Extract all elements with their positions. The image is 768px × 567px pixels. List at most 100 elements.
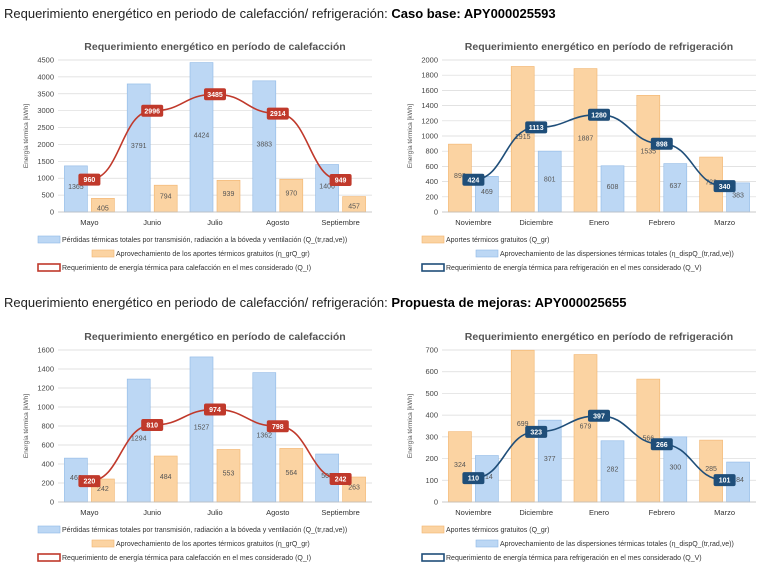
x-tick-label: Julio (207, 218, 222, 227)
bar-value-label: 184 (732, 477, 744, 484)
line-point-marker (266, 107, 289, 120)
bar-value-label: 282 (607, 466, 619, 473)
y-tick-label: 800 (425, 147, 438, 156)
line-value-label: 397 (593, 413, 605, 420)
y-tick-label: 3000 (37, 106, 54, 115)
chart-title: Requerimiento energético en período de r… (465, 41, 733, 53)
y-tick-label: 500 (41, 191, 54, 200)
line-value-label: 1113 (529, 125, 544, 132)
line-point-marker (78, 173, 101, 186)
x-tick-label: Marzo (714, 508, 735, 517)
y-tick-label: 4000 (37, 72, 54, 81)
bar-value-label: 377 (544, 456, 556, 463)
bar-value-label: 462 (70, 475, 82, 482)
legend-label: Requerimiento de energía térmica para ca… (62, 265, 311, 272)
line-value-label: 2996 (144, 108, 160, 115)
bar-value-label: 1406 (319, 183, 335, 190)
x-tick-label: Agosto (266, 218, 289, 227)
legend-swatch (475, 249, 499, 258)
y-tick-label: 600 (425, 162, 438, 171)
chart-title: Requerimiento energético en período de c… (84, 41, 345, 53)
bar-value-label: 1294 (131, 436, 147, 443)
y-tick-label: 1800 (421, 71, 438, 80)
line-point-marker (588, 108, 610, 121)
y-tick-label: 1000 (37, 174, 54, 183)
legend-label: Requerimiento de energía térmica para ca… (62, 555, 311, 562)
legend-swatch (37, 553, 61, 562)
legend-label: Pérdidas térmicas totales por transmisió… (62, 527, 347, 534)
bar-value-label: 300 (669, 464, 681, 471)
line-value-label: 340 (719, 184, 731, 191)
bar-value-label: 1915 (515, 134, 531, 141)
y-tick-label: 1400 (37, 365, 54, 374)
line-point-marker (78, 475, 101, 488)
legend-swatch (37, 525, 61, 534)
x-tick-label: Marzo (714, 218, 735, 227)
x-tick-label: Diciembre (519, 508, 553, 517)
y-tick-label: 1500 (37, 157, 54, 166)
y-tick-label: 2000 (37, 140, 54, 149)
y-tick-label: 0 (50, 498, 54, 507)
y-tick-label: 0 (434, 498, 438, 507)
x-tick-label: Noviembre (455, 508, 491, 517)
bar-value-label: 405 (97, 205, 109, 212)
y-tick-label: 1000 (37, 403, 54, 412)
line-point-marker (204, 88, 226, 101)
chart-title: Requerimiento energético en período de c… (84, 331, 345, 343)
bar-value-label: 4424 (194, 132, 210, 139)
y-tick-label: 1400 (421, 101, 438, 110)
line-point-marker (462, 472, 485, 485)
chart-heating-base: Requerimiento energético en período de c… (23, 41, 372, 272)
line-value-label: 810 (146, 423, 158, 430)
legend-label: Requerimiento de energía térmica para re… (446, 555, 702, 562)
y-tick-label: 300 (425, 432, 438, 441)
legend-swatch (91, 249, 115, 258)
line-value-label: 2914 (270, 111, 286, 118)
x-tick-label: Agosto (266, 508, 289, 517)
x-tick-label: Junio (143, 508, 161, 517)
bar-value-label: 383 (732, 192, 744, 199)
line-point-marker (204, 403, 226, 416)
bar-value-label: 1362 (257, 432, 273, 439)
line-point-marker (650, 438, 673, 451)
bar-value-label: 699 (517, 421, 529, 428)
bar-value-label: 505 (321, 473, 333, 480)
legend-label: Requerimiento de energía térmica para re… (446, 265, 702, 272)
x-tick-label: Julio (207, 508, 222, 517)
bar-value-label: 457 (348, 204, 360, 211)
section-title-case: Caso base: APY000025593 (391, 6, 556, 21)
legend-label: Aportes térmicos gratuitos (Q_gr) (446, 527, 549, 534)
bar-value-label: 214 (481, 474, 493, 481)
bar-value-label: 242 (97, 486, 109, 493)
x-tick-label: Diciembre (519, 218, 553, 227)
x-tick-label: Enero (589, 508, 609, 517)
bar-value-label: 484 (160, 474, 172, 481)
legend-swatch (421, 263, 445, 272)
legend-swatch (421, 553, 445, 562)
bar-value-label: 3791 (131, 143, 147, 150)
legend-swatch (91, 539, 115, 548)
bar-value-label: 608 (607, 184, 619, 191)
line-value-label: 220 (84, 479, 96, 486)
y-tick-label: 2000 (421, 56, 438, 65)
legend-label: Aprovechamiento de las dispersiones térm… (500, 541, 734, 548)
x-tick-label: Septiembre (321, 218, 359, 227)
legend-swatch (37, 235, 61, 244)
bar-value-label: 553 (223, 471, 235, 478)
line-value-label: 1280 (591, 112, 607, 119)
line-value-label: 960 (84, 177, 96, 184)
y-tick-label: 1200 (421, 116, 438, 125)
x-tick-label: Septiembre (321, 508, 359, 517)
x-tick-label: Febrero (649, 508, 675, 517)
y-tick-label: 400 (425, 177, 438, 186)
x-tick-label: Mayo (80, 508, 98, 517)
y-tick-label: 400 (41, 460, 54, 469)
line-value-label: 266 (656, 442, 668, 449)
bar-value-label: 263 (348, 485, 360, 492)
section-title-base: Requerimiento energético en periodo de c… (4, 6, 556, 21)
bar-value-label: 801 (544, 177, 556, 184)
y-axis-label: Energía térmica [kWh] (23, 104, 30, 168)
bar-value-label: 1535 (641, 149, 657, 156)
line-point-marker (329, 173, 352, 186)
section-title-prefix: Requerimiento energético en periodo de c… (4, 295, 392, 310)
